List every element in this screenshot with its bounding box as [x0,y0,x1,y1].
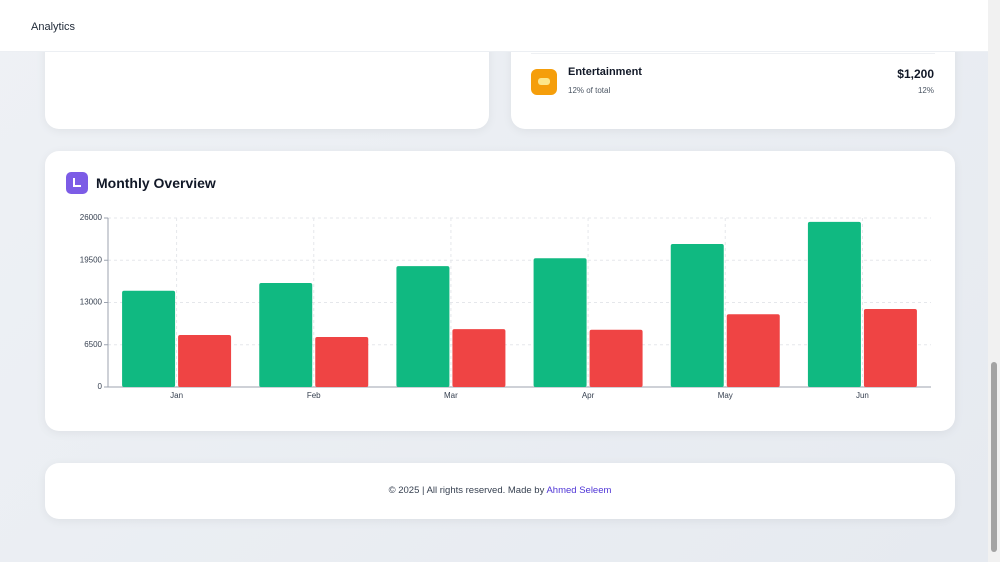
x-tick-label: Feb [307,391,321,400]
chart-title: Monthly Overview [96,175,216,191]
bar [178,335,232,387]
category-share: 12% [917,86,934,95]
divider [531,53,935,54]
category-subtitle: 12% of total [568,86,611,95]
bar [589,329,643,387]
y-tick-label: 6500 [84,340,102,349]
bar [670,244,724,387]
category-amount: $1,200 [897,67,934,81]
top-bar: Analytics [0,0,988,52]
scrollbar-thumb[interactable] [991,362,997,552]
footer-text: © 2025 | All rights reserved. Made by [388,485,545,496]
chart-card: Monthly Overview 0 6500 13000 19500 26000 Jan… [45,151,955,431]
y-tick-label: 26000 [80,213,103,222]
y-tick-label: 0 [98,382,103,391]
bar [315,336,369,387]
footer-card: © 2025 | All rights reserved. Made by Ah… [45,463,955,519]
x-tick-label: Jun [856,391,869,400]
x-tick-label: Jan [170,391,183,400]
y-tick-label: 19500 [80,255,103,264]
x-tick-label: Mar [444,391,458,400]
bar [863,309,917,387]
bar [726,314,780,387]
scrollbar[interactable] [988,0,1000,562]
footer: © 2025 | All rights reserved. Made by Ah… [45,485,955,496]
x-tick-label: Apr [582,391,595,400]
nav-title[interactable]: Analytics [31,21,76,33]
icon-glyph [73,178,81,187]
bar [533,258,587,387]
author-link[interactable]: Ahmed Seleem [546,485,612,496]
bar [396,266,450,387]
y-tick-label: 13000 [80,298,103,307]
x-tick-label: May [718,391,733,400]
icon-glyph [538,78,550,85]
category-name: Entertainment [568,66,642,78]
category-icon [531,69,557,95]
chart-icon [66,172,88,194]
bar [452,329,506,387]
bar [122,290,176,387]
chart: 0 6500 13000 19500 26000 Jan Feb Mar Apr May Jun [80,213,931,400]
bar [807,221,861,387]
bar [259,283,313,387]
